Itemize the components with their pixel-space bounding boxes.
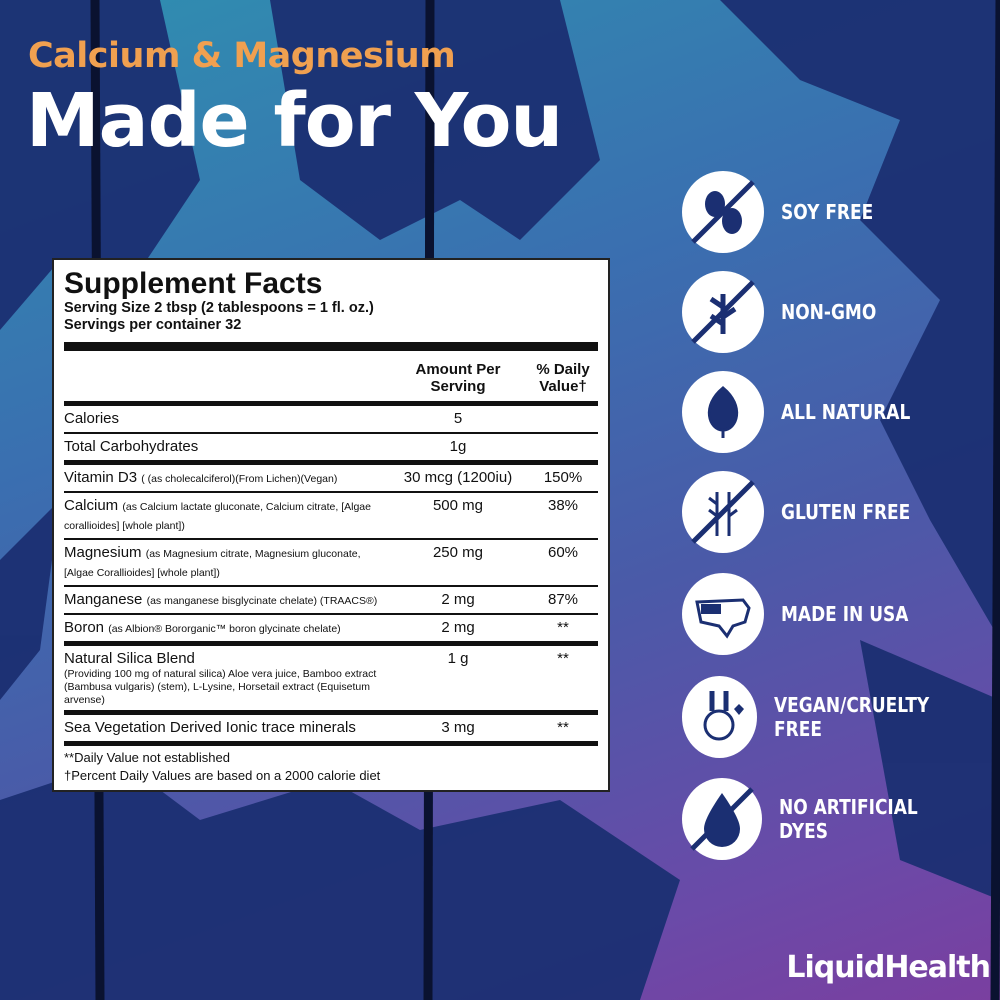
footnote-calorie: †Percent Daily Values are based on a 200… — [64, 768, 381, 783]
badge-label: MADE IN USA — [781, 602, 909, 626]
nutrient-name: Calcium (as Calcium lactate gluconate, C… — [64, 497, 388, 535]
product-subtitle: Calcium & Magnesium — [28, 36, 456, 76]
nutrient-label: Total Carbohydrates — [64, 438, 199, 455]
dv-header: % Daily Value† — [536, 361, 590, 395]
daily-value: 60% — [547, 544, 579, 561]
daily-value: ** — [557, 719, 569, 736]
nutrient-detail: (as Magnesium citrate, Magnesium glucona… — [64, 548, 361, 579]
headline: Made for You — [26, 78, 563, 164]
nutrient-detail: (as Albion® Bororganic™ boron glycinate … — [108, 623, 341, 635]
amount: 1 g — [447, 650, 469, 667]
bunny-icon — [682, 676, 758, 758]
nutrient-label: Calories — [64, 410, 120, 427]
badge-vegan-cruelty-free: VEGAN/CRUELTY FREE — [682, 676, 1000, 758]
nutrient-name: Calories — [64, 410, 388, 429]
supplement-facts-panel: Supplement Facts Serving Size 2 tbsp (2 … — [52, 258, 610, 792]
nutrient-name: Boron (as Albion® Bororganic™ boron glyc… — [64, 619, 388, 638]
table-row: Manganese (as manganese bisglycinate che… — [64, 585, 598, 613]
nutrient-label: Calcium — [64, 497, 119, 514]
table-row: Total Carbohydrates 1g — [64, 432, 598, 460]
badge-label: NON-GMO — [781, 300, 877, 324]
nutrient-detail: (as manganese bisglycinate chelate) (TRA… — [146, 595, 378, 607]
badge-gluten-free: GLUTEN FREE — [682, 471, 933, 553]
badge-label: ALL NATURAL — [781, 400, 911, 424]
daily-value: ** — [557, 619, 569, 636]
nutrient-label: Vitamin D3 — [64, 469, 138, 486]
table-row: Magnesium (as Magnesium citrate, Magnesi… — [64, 538, 598, 585]
facts-title: Supplement Facts — [64, 267, 323, 300]
table-row: Calories 5 — [64, 401, 598, 432]
amount: 2 mg — [441, 619, 475, 636]
amount: 500 mg — [432, 497, 484, 514]
daily-value: 150% — [543, 469, 583, 486]
nutrient-name: Natural Silica Blend (Providing 100 mg o… — [64, 650, 388, 707]
no-dye-drop-icon — [682, 778, 762, 860]
badge-label: GLUTEN FREE — [781, 500, 911, 524]
badge-all-natural: ALL NATURAL — [682, 371, 933, 453]
daily-value: 38% — [547, 497, 579, 514]
leaf-icon — [682, 371, 764, 453]
amount: 2 mg — [441, 591, 475, 608]
usa-map-icon — [682, 573, 764, 655]
amount: 5 — [453, 410, 463, 427]
footnote-dv: **Daily Value not established — [64, 750, 230, 765]
gluten-free-icon — [682, 471, 764, 553]
daily-value: ** — [557, 650, 569, 667]
nutrient-detail: (Providing 100 mg of natural silica) Alo… — [64, 668, 377, 706]
nutrient-label: Sea Vegetation Derived Ionic trace miner… — [64, 719, 356, 736]
table-row: Natural Silica Blend (Providing 100 mg o… — [64, 641, 598, 710]
nutrient-detail: (as Calcium lactate gluconate, Calcium c… — [64, 501, 371, 532]
table-row: Boron (as Albion® Bororganic™ boron glyc… — [64, 613, 598, 641]
amount: 250 mg — [432, 544, 484, 561]
badge-label: VEGAN/CRUELTY FREE — [774, 693, 930, 741]
table-row: Vitamin D3 ( (as cholecalciferol)(From L… — [64, 460, 598, 491]
nutrient-label: Boron — [64, 619, 105, 636]
amount: 30 mcg (1200iu) — [403, 469, 513, 486]
soy-free-icon — [682, 171, 764, 253]
badge-non-gmo: NON-GMO — [682, 271, 893, 353]
badge-made-in-usa: MADE IN USA — [682, 573, 931, 655]
divider — [64, 342, 598, 351]
badge-no-artificial-dyes: NO ARTIFICIAL DYES — [682, 778, 1000, 860]
nutrient-name: Sea Vegetation Derived Ionic trace miner… — [64, 719, 388, 738]
nutrient-name: Total Carbohydrates — [64, 438, 388, 457]
badge-label: NO ARTIFICIAL DYES — [778, 795, 918, 843]
daily-value: 87% — [547, 591, 579, 608]
nutrient-name: Magnesium (as Magnesium citrate, Magnesi… — [64, 544, 388, 582]
badge-soy-free: SOY FREE — [682, 171, 890, 253]
non-gmo-icon — [682, 271, 764, 353]
serving-size: Serving Size 2 tbsp (2 tablespoons = 1 f… — [64, 300, 374, 316]
liquidhealth-logo: LiquidHealth — [786, 950, 991, 985]
servings-per-container: Servings per container 32 — [64, 317, 242, 333]
amount: 3 mg — [441, 719, 475, 736]
nutrient-name: Vitamin D3 ( (as cholecalciferol)(From L… — [64, 469, 388, 488]
nutrient-label: Natural Silica Blend — [64, 650, 195, 667]
column-header: Amount Per Serving % Daily Value† — [64, 351, 598, 401]
badge-label: SOY FREE — [781, 200, 874, 224]
nutrient-label: Manganese — [64, 591, 143, 608]
table-row: Sea Vegetation Derived Ionic trace miner… — [64, 710, 598, 741]
nutrient-label: Magnesium — [64, 544, 142, 561]
amount: 1g — [449, 438, 467, 455]
nutrient-detail: ( (as cholecalciferol)(From Lichen)(Vega… — [141, 473, 338, 485]
amount-header: Amount Per Serving — [415, 361, 501, 395]
nutrient-name: Manganese (as manganese bisglycinate che… — [64, 591, 388, 610]
table-row: Calcium (as Calcium lactate gluconate, C… — [64, 491, 598, 538]
